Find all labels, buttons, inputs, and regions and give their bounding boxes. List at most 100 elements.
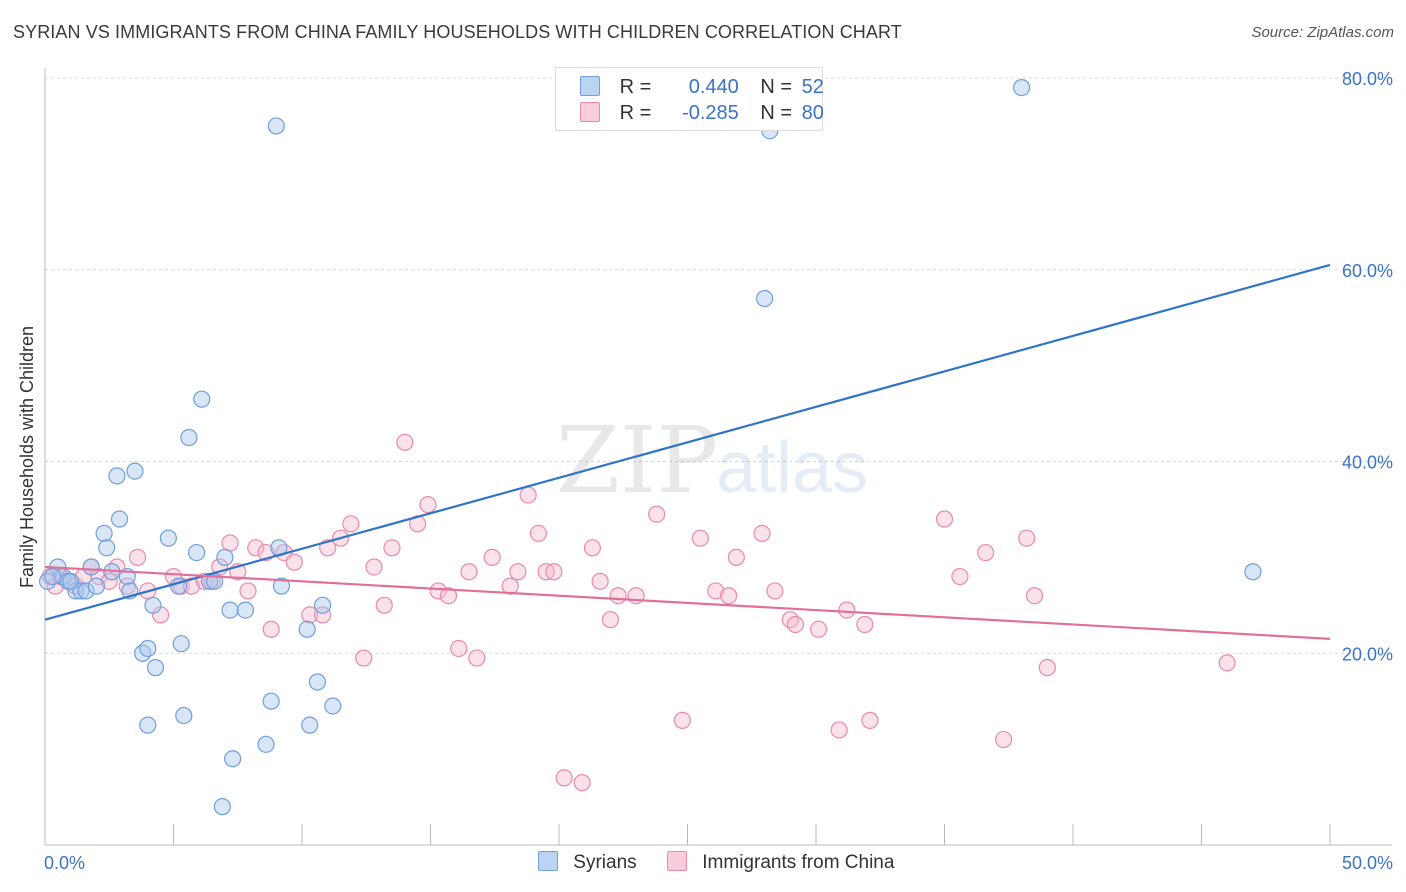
legend-row-syrians: R = 0.440 N = 52 — [580, 76, 824, 100]
data-point-china — [786, 615, 805, 634]
data-point-china — [861, 711, 879, 729]
data-point-china — [830, 721, 848, 739]
data-point-china — [573, 774, 591, 792]
y-axis-label: Family Households with Children — [17, 326, 37, 588]
data-point-china — [375, 596, 393, 614]
data-point-syrians — [77, 582, 95, 600]
legend-row-china: R = -0.285 N = 80 — [580, 102, 824, 126]
data-point-syrians — [1244, 563, 1262, 581]
data-point-syrians — [755, 289, 774, 308]
legend-swatch-syrians — [580, 76, 600, 96]
data-point-syrians — [313, 596, 332, 614]
legend-r-label: R = — [619, 76, 652, 98]
data-point-syrians — [87, 577, 106, 595]
data-point-syrians — [126, 462, 144, 480]
x-tick-label: 50.0% — [1342, 853, 1393, 873]
data-point-china — [1018, 529, 1036, 547]
tick-labels: 20.0% 40.0% 60.0% 80.0% 0.0% 50.0% — [44, 69, 1393, 873]
data-point-china — [977, 543, 995, 562]
data-point-syrians — [172, 635, 190, 653]
data-point-china — [460, 563, 478, 581]
legend-n-label: N = — [760, 102, 793, 124]
trend-line-china — [44, 565, 1331, 640]
data-point-syrians — [188, 543, 206, 562]
data-point-china — [838, 601, 856, 619]
data-point-syrians — [272, 577, 291, 595]
data-point-china — [753, 524, 771, 543]
data-point-syrians — [262, 692, 280, 710]
data-point-syrians — [224, 750, 242, 768]
data-point-syrians — [139, 716, 157, 734]
data-point-syrians — [1012, 78, 1031, 97]
series-china-points — [41, 433, 1236, 792]
y-tick-label: 20.0% — [1342, 644, 1393, 664]
data-point-syrians — [146, 659, 165, 677]
y-tick-label: 80.0% — [1342, 69, 1393, 89]
data-point-china — [720, 587, 738, 605]
data-point-china — [809, 620, 828, 638]
data-point-china — [509, 563, 527, 581]
legend-n-value: 52 — [801, 76, 824, 98]
data-point-syrians — [139, 639, 157, 658]
data-point-syrians — [108, 467, 126, 485]
data-point-china — [1218, 654, 1236, 672]
bottom-legend-swatch-china — [667, 851, 687, 871]
data-point-china — [609, 587, 627, 605]
data-point-china — [128, 548, 147, 566]
data-point-china — [935, 510, 954, 528]
data-point-china — [468, 649, 486, 667]
data-point-china — [396, 433, 414, 451]
data-point-china — [100, 572, 118, 590]
trend-lines — [44, 263, 1331, 640]
data-point-china — [707, 582, 725, 600]
data-point-syrians — [308, 673, 327, 691]
data-point-china — [365, 558, 383, 576]
data-point-syrians — [144, 596, 162, 614]
x-tick-label: 0.0% — [44, 853, 85, 873]
data-point-china — [239, 582, 257, 600]
data-point-syrians — [267, 117, 285, 135]
data-point-syrians — [180, 428, 198, 447]
bottom-legend-china: Immigrants from China — [667, 851, 894, 874]
data-point-syrians — [216, 548, 234, 566]
data-point-syrians — [62, 572, 80, 590]
data-point-china — [342, 515, 360, 533]
data-point-china — [301, 606, 319, 624]
legend: R = 0.440 N = 52 R = -0.285 N = 80 — [555, 67, 824, 131]
legend-r-value: -0.285 — [682, 102, 739, 124]
bottom-legend-swatch-syrians — [538, 851, 558, 871]
data-point-syrians — [193, 390, 211, 408]
data-point-china — [483, 548, 501, 566]
bottom-legend-label-china: Immigrants from China — [702, 852, 895, 873]
data-point-syrians — [38, 572, 57, 590]
data-point-china — [673, 711, 691, 729]
data-point-china — [529, 524, 548, 543]
data-point-syrians — [110, 510, 129, 528]
data-point-china — [439, 587, 458, 605]
watermark-zip: ZIP — [556, 407, 718, 514]
data-point-syrians — [175, 706, 193, 725]
bottom-legend-syrians: Syrians — [538, 851, 637, 874]
data-point-syrians — [98, 539, 116, 557]
data-point-china — [501, 577, 519, 595]
data-point-syrians — [159, 529, 177, 547]
watermark-atlas: atlas — [716, 428, 868, 508]
legend-r-value: 0.440 — [688, 76, 739, 98]
y-tick-label: 40.0% — [1342, 453, 1393, 473]
watermark: ZIP atlas — [556, 407, 868, 514]
data-point-syrians — [236, 601, 255, 619]
data-point-china — [285, 553, 303, 571]
data-point-china — [355, 649, 373, 667]
data-point-china — [648, 505, 666, 523]
legend-swatch-china — [580, 102, 600, 122]
data-point-china — [450, 639, 468, 658]
data-point-china — [781, 611, 799, 629]
data-point-china — [313, 606, 332, 624]
legend-n-label: N = — [760, 76, 793, 98]
data-point-china — [221, 534, 239, 552]
legend-n-value: 80 — [801, 102, 824, 124]
trend-line-syrians — [44, 263, 1331, 621]
data-point-china — [727, 548, 745, 566]
data-point-china — [601, 611, 620, 629]
